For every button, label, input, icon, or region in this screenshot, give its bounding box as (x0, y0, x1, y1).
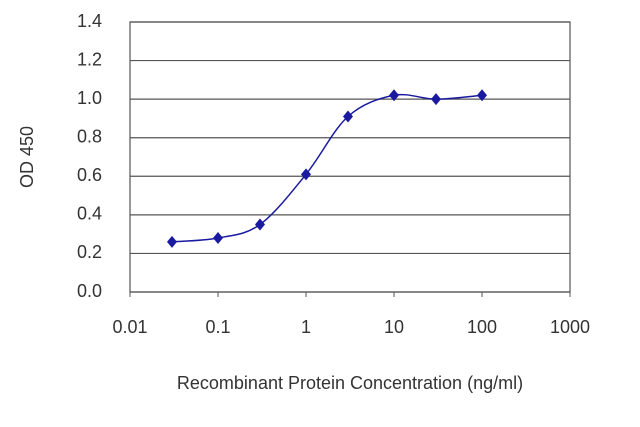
y-tick-label: 0.8 (77, 126, 102, 146)
x-tick-label: 100 (467, 317, 497, 337)
x-tick-label: 10 (384, 317, 404, 337)
y-tick-label: 0.2 (77, 242, 102, 262)
point-marker (301, 168, 311, 181)
point-marker (430, 93, 441, 106)
y-tick-label: 1.2 (77, 49, 102, 69)
point-marker (389, 89, 399, 102)
x-tick-label: 1000 (550, 317, 590, 337)
x-tick-label: 0.1 (205, 317, 230, 337)
point-marker (254, 218, 265, 231)
x-axis-label: Recombinant Protein Concentration (ng/ml… (177, 373, 523, 393)
y-tick-label: 1.0 (77, 88, 102, 108)
plot-area (129, 21, 571, 293)
series-line (171, 93, 483, 243)
x-tick-label: 0.01 (112, 317, 147, 337)
point-marker (477, 89, 487, 102)
point-marker (166, 235, 177, 248)
y-tick-label: 1.4 (77, 11, 102, 31)
y-tick-label: 0.6 (77, 165, 102, 185)
y-tick-label: 0.4 (77, 204, 102, 224)
x-tick-label: 1 (301, 317, 311, 337)
point-marker (213, 232, 223, 244)
y-tick-label: 0.0 (77, 281, 102, 301)
y-axis-label: OD 450 (17, 126, 37, 188)
point-marker (342, 110, 353, 123)
